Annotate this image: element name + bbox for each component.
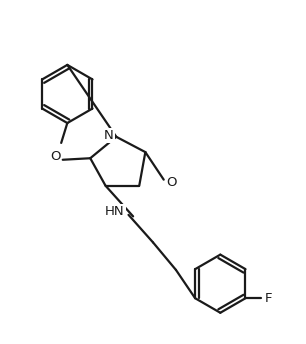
Text: O: O [50, 150, 60, 163]
Text: F: F [265, 292, 272, 305]
Text: O: O [166, 176, 177, 189]
Text: HN: HN [105, 205, 125, 218]
Text: N: N [104, 129, 114, 142]
